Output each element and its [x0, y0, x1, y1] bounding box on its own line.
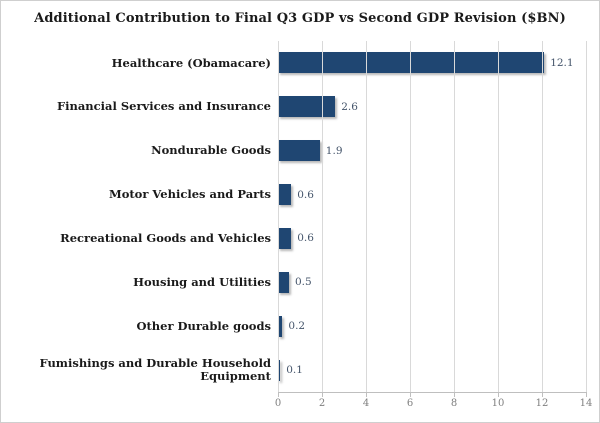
value-label: 12.1 — [550, 56, 574, 69]
tick-label-x-0: 0 — [274, 398, 282, 409]
value-label: 0.5 — [295, 276, 312, 289]
tick-label-x-8: 8 — [450, 398, 458, 409]
gridline-x-0 — [278, 41, 279, 392]
gridline-x-10 — [498, 41, 499, 392]
gridline-x-4 — [366, 41, 367, 392]
gridline-x-8 — [454, 41, 455, 392]
gridline-x-6 — [410, 41, 411, 392]
bar — [278, 315, 283, 337]
value-label: 0.6 — [297, 232, 314, 245]
bar — [278, 52, 545, 74]
bar-row: 1.9 — [278, 129, 586, 173]
bar-series: 12.1 2.6 1.9 0.6 0.6 0.5 0.2 0.1 — [278, 41, 586, 392]
value-label: 0.2 — [288, 320, 306, 333]
bar-row: 0.6 — [278, 173, 586, 217]
gridline-x-12 — [542, 41, 543, 392]
tick-mark-x-2 — [322, 393, 323, 397]
plot-area: 12.1 2.6 1.9 0.6 0.6 0.5 0.2 0.1 — [278, 41, 587, 392]
bar-row: 0.1 — [278, 348, 586, 392]
value-label: 2.6 — [341, 100, 358, 113]
category-label: Financial Services and Insurance — [56, 99, 271, 114]
tick-mark-x-4 — [366, 393, 367, 397]
bar — [278, 96, 336, 118]
category-label: Motor Vehicles and Parts — [108, 187, 271, 202]
tick-label-x-2: 2 — [318, 398, 326, 409]
x-axis-line — [278, 392, 587, 393]
tick-label-x-4: 4 — [362, 398, 370, 409]
chart-title: Additional Contribution to Final Q3 GDP … — [34, 11, 566, 26]
bar-row: 0.2 — [278, 304, 586, 348]
value-label: 0.6 — [297, 188, 314, 201]
tick-mark-x-14 — [586, 393, 587, 397]
bar — [278, 271, 289, 293]
bar — [278, 140, 320, 162]
value-label: 0.1 — [286, 364, 303, 377]
tick-mark-x-6 — [410, 393, 411, 397]
bar — [278, 227, 292, 249]
category-label: Fumishings and Durable Household Equipme… — [39, 356, 271, 384]
category-label: Healthcare (Obamacare) — [111, 55, 271, 70]
bar — [278, 184, 292, 206]
category-label: Recreational Goods and Vehicles — [60, 231, 271, 246]
tick-label-x-14: 14 — [579, 398, 593, 409]
gridline-x-14 — [586, 41, 587, 392]
tick-mark-x-8 — [454, 393, 455, 397]
category-label: Other Durable goods — [136, 318, 271, 333]
tick-label-x-6: 6 — [406, 398, 414, 409]
tick-label-x-12: 12 — [535, 398, 549, 409]
category-label: Housing and Utilities — [133, 274, 271, 289]
bar-row: 0.5 — [278, 260, 586, 304]
category-label: Nondurable Goods — [151, 143, 271, 158]
bar-row: 0.6 — [278, 217, 586, 261]
category-axis: Healthcare (Obamacare) Financial Services… — [1, 41, 271, 392]
bar-row: 2.6 — [278, 85, 586, 129]
bar — [278, 359, 281, 381]
tick-mark-x-12 — [542, 393, 543, 397]
tick-mark-x-10 — [498, 393, 499, 397]
gridline-x-2 — [322, 41, 323, 392]
bar-row: 12.1 — [278, 41, 586, 85]
tick-mark-x-0 — [278, 393, 279, 397]
tick-label-x-10: 10 — [491, 398, 505, 409]
value-label: 1.9 — [325, 144, 343, 157]
